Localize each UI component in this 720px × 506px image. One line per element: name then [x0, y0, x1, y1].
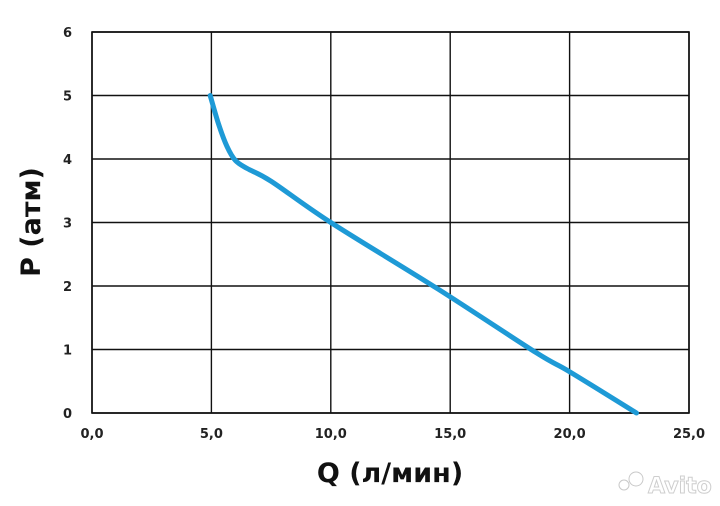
x-tick-labels: 0,0 5,0 10,0 15,0 20,0 25,0 — [80, 427, 705, 442]
plot-frame — [91, 31, 690, 414]
watermark-text: Avito — [648, 474, 712, 499]
watermark-logo-dot — [628, 471, 644, 487]
series-layer — [207, 93, 639, 416]
y-tick-label: 3 — [63, 217, 72, 232]
watermark-logo-dot — [618, 479, 630, 491]
y-tick-label: 1 — [63, 344, 72, 359]
y-tick-label: 0 — [63, 407, 72, 422]
watermark: Avito — [618, 471, 712, 500]
chart-grid — [91, 31, 690, 414]
x-axis-label: Q (л/мин) — [317, 458, 463, 489]
x-tick-label: 20,0 — [554, 427, 586, 442]
y-tick-label: 6 — [63, 26, 72, 41]
x-tick-label: 15,0 — [434, 427, 466, 442]
series-line — [207, 93, 639, 416]
x-tick-label: 10,0 — [315, 427, 347, 442]
y-axis-label: P (атм) — [16, 167, 47, 277]
y-tick-label: 2 — [63, 280, 72, 295]
x-tick-label: 0,0 — [80, 427, 103, 442]
y-tick-label: 4 — [63, 153, 72, 168]
x-tick-label: 25,0 — [673, 427, 705, 442]
y-tick-label: 5 — [63, 90, 72, 105]
y-tick-labels: 0 1 2 3 4 5 6 — [63, 26, 72, 422]
x-tick-label: 5,0 — [200, 427, 223, 442]
